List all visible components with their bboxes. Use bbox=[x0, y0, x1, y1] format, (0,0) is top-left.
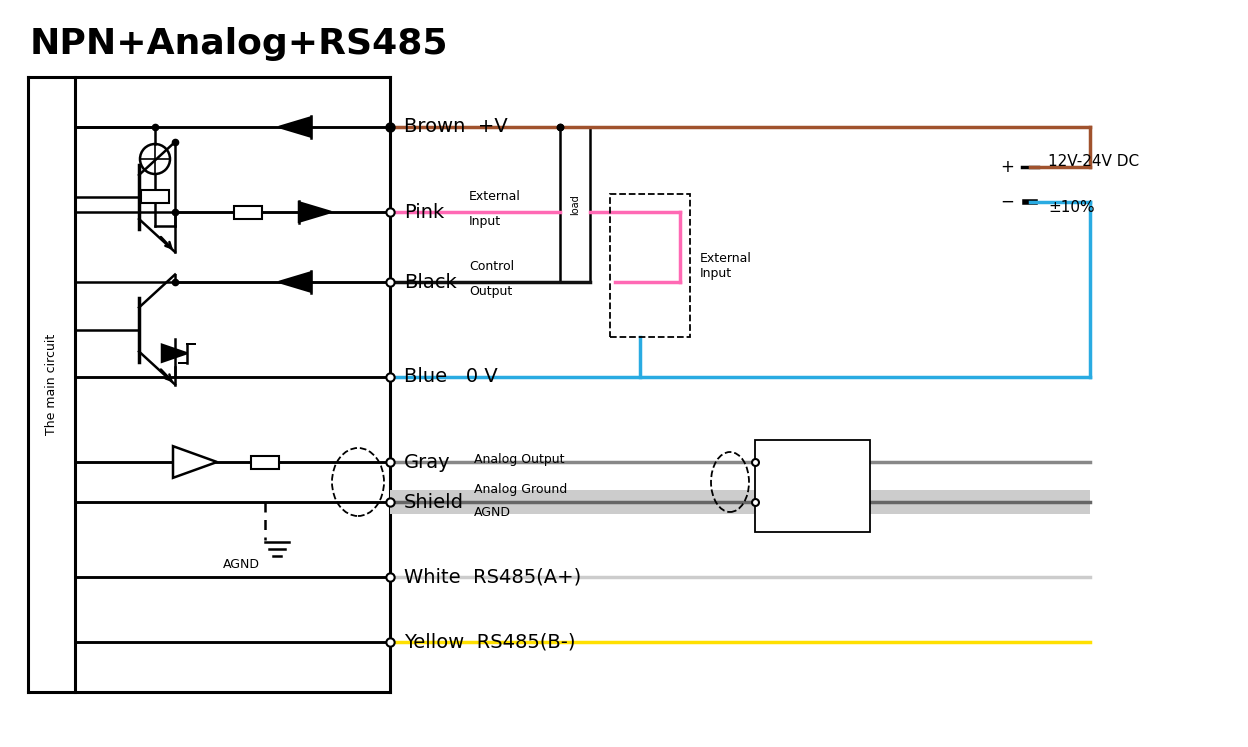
Text: NPN+Analog+RS485: NPN+Analog+RS485 bbox=[30, 27, 448, 61]
Text: Gray: Gray bbox=[404, 453, 451, 471]
Text: Brown  +V: Brown +V bbox=[404, 117, 508, 137]
Polygon shape bbox=[280, 273, 311, 291]
Text: Pink: Pink bbox=[404, 202, 444, 222]
Text: Analog Output: Analog Output bbox=[474, 453, 564, 466]
Text: External: External bbox=[469, 190, 520, 202]
Text: ±10%: ±10% bbox=[1048, 199, 1094, 214]
Text: −: − bbox=[1000, 193, 1013, 211]
Text: Black: Black bbox=[404, 273, 457, 291]
Text: Analog
Input
Device: Analog Input Device bbox=[792, 465, 832, 507]
Text: Shield: Shield bbox=[404, 492, 464, 512]
Text: load: load bbox=[570, 194, 580, 215]
Polygon shape bbox=[162, 345, 187, 362]
Bar bbox=[389, 490, 1090, 514]
Text: Analog Ground: Analog Ground bbox=[474, 483, 568, 497]
Text: Blue   0 V: Blue 0 V bbox=[404, 368, 498, 386]
Polygon shape bbox=[173, 446, 217, 478]
Bar bbox=[610, 194, 690, 337]
Text: White  RS485(A+): White RS485(A+) bbox=[404, 568, 582, 586]
Text: +: + bbox=[1000, 158, 1013, 176]
Polygon shape bbox=[300, 202, 331, 222]
Bar bbox=[141, 190, 168, 202]
Bar bbox=[251, 456, 280, 468]
Text: Output: Output bbox=[469, 285, 512, 299]
Text: 12V-24V DC: 12V-24V DC bbox=[1048, 155, 1139, 170]
Text: AGND: AGND bbox=[474, 506, 510, 518]
Text: Input: Input bbox=[469, 215, 502, 229]
Text: External
Input: External Input bbox=[700, 252, 751, 279]
Polygon shape bbox=[280, 117, 311, 137]
Text: Control: Control bbox=[469, 259, 514, 273]
Bar bbox=[755, 440, 870, 532]
Text: The main circuit: The main circuit bbox=[45, 334, 57, 435]
Text: Yellow  RS485(B-): Yellow RS485(B-) bbox=[404, 633, 575, 651]
Bar bbox=[235, 205, 262, 219]
Text: AGND: AGND bbox=[223, 558, 260, 571]
